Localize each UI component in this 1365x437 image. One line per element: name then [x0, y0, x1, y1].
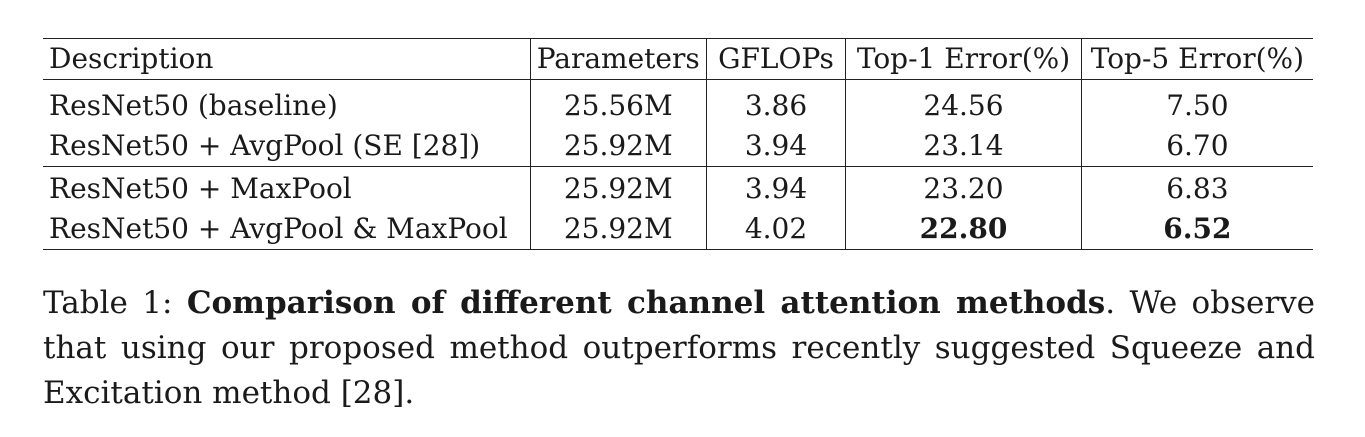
cell-top5: 7.50: [1080, 79, 1313, 126]
cell-top5: 6.70: [1080, 126, 1313, 167]
cell-description: ResNet50 (baseline): [49, 89, 338, 122]
table-caption: Table 1: Comparison of different channel…: [43, 281, 1315, 416]
cell-top1: 24.56: [845, 79, 1082, 126]
cell-description: ResNet50 + MaxPool: [49, 172, 352, 205]
table-row: ResNet50 + AvgPool (SE [28]) 25.92M 3.94…: [43, 126, 1313, 167]
cell-top1-best: 22.80: [845, 209, 1082, 250]
cell-parameters: 25.92M: [529, 166, 707, 209]
header-description: Description: [49, 42, 214, 75]
results-table: Description Parameters GFLOPs Top-1 Erro…: [43, 38, 1313, 250]
cell-top5: 6.83: [1080, 166, 1313, 209]
caption-body: . We observe that using our proposed met…: [43, 285, 1315, 411]
cell-parameters: 25.56M: [529, 79, 707, 126]
cell-gflops: 4.02: [705, 209, 846, 250]
caption-title: Comparison of different channel attentio…: [186, 285, 1106, 321]
caption-label: Table 1:: [43, 285, 173, 321]
cell-parameters: 25.92M: [529, 209, 707, 250]
header-gflops: GFLOPs: [705, 38, 846, 80]
header-top1-error: Top-1 Error(%): [845, 38, 1082, 80]
table-row: ResNet50 + MaxPool 25.92M 3.94 23.20 6.8…: [43, 166, 1313, 209]
cell-gflops: 3.94: [705, 126, 846, 167]
cell-top1: 23.14: [845, 126, 1082, 167]
cell-parameters: 25.92M: [529, 126, 707, 167]
cell-top1: 23.20: [845, 166, 1082, 209]
cell-description: ResNet50 + AvgPool & MaxPool: [49, 212, 508, 245]
cell-gflops: 3.86: [705, 79, 846, 126]
cell-description: ResNet50 + AvgPool (SE [28]): [49, 129, 481, 162]
cell-gflops: 3.94: [705, 166, 846, 209]
header-parameters: Parameters: [529, 38, 707, 80]
cell-top5-best: 6.52: [1080, 209, 1313, 250]
header-top5-error: Top-5 Error(%): [1080, 38, 1313, 80]
table-row: ResNet50 (baseline) 25.56M 3.86 24.56 7.…: [43, 79, 1313, 126]
table-header-row: Description Parameters GFLOPs Top-1 Erro…: [43, 38, 1313, 80]
table-row: ResNet50 + AvgPool & MaxPool 25.92M 4.02…: [43, 209, 1313, 250]
